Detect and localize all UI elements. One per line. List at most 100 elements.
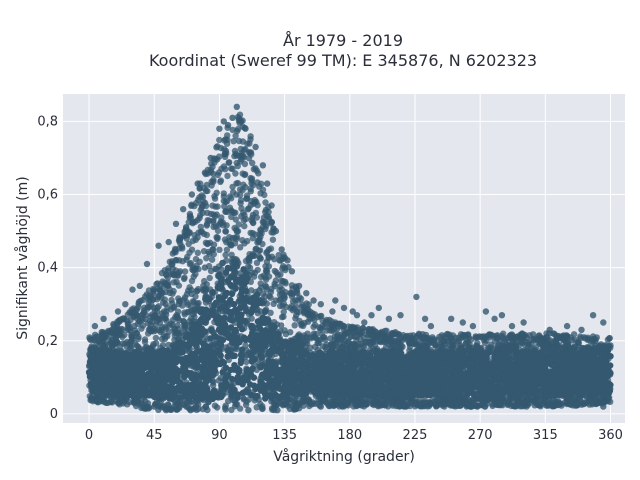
scatter-point xyxy=(449,402,456,409)
scatter-point xyxy=(438,339,445,346)
scatter-point xyxy=(236,405,244,412)
scatter-point xyxy=(145,294,153,301)
scatter-point xyxy=(96,339,103,346)
scatter-point xyxy=(172,256,180,264)
scatter-point xyxy=(318,331,326,338)
scatter-point xyxy=(161,267,168,274)
scatter-point xyxy=(192,236,199,244)
scatter-point xyxy=(249,159,256,167)
scatter-point xyxy=(223,140,231,147)
scatter-point xyxy=(281,327,288,334)
scatter-point xyxy=(306,334,313,341)
scatter-point xyxy=(222,228,230,235)
scatter-point xyxy=(298,303,305,310)
scatter-point xyxy=(537,403,544,410)
scatter-point xyxy=(200,282,207,289)
scatter-point xyxy=(209,382,217,389)
scatter-point xyxy=(241,222,248,230)
scatter-point xyxy=(248,315,255,322)
scatter-point xyxy=(271,283,278,290)
scatter-point xyxy=(538,336,545,343)
scatter-point xyxy=(146,318,153,325)
scatter-point xyxy=(209,163,216,171)
scatter-point xyxy=(162,407,170,414)
scatter-point xyxy=(219,259,226,267)
scatter-point xyxy=(226,204,234,211)
scatter-point xyxy=(385,340,392,347)
scatter-point xyxy=(153,296,161,303)
scatter-point xyxy=(203,222,210,229)
scatter-point xyxy=(217,374,224,382)
scatter-point xyxy=(138,325,145,332)
scatter-point xyxy=(199,202,206,210)
scatter-point xyxy=(199,405,207,413)
scatter-point xyxy=(100,333,107,340)
scatter-point xyxy=(299,334,307,341)
scatter-point xyxy=(196,194,203,201)
scatter-point xyxy=(394,340,402,347)
scatter-point xyxy=(250,219,257,227)
scatter-point xyxy=(183,235,190,242)
scatter-point xyxy=(260,214,268,221)
scatter-point xyxy=(211,195,219,202)
scatter-point xyxy=(212,203,219,210)
scatter-point xyxy=(353,333,360,340)
scatter-point xyxy=(203,255,210,262)
scatter-point xyxy=(247,136,254,143)
scatter-point xyxy=(343,342,350,350)
scatter-point xyxy=(213,189,220,196)
scatter-point xyxy=(249,230,256,237)
scatter-point xyxy=(248,180,255,187)
scatter-point xyxy=(507,335,514,343)
scatter-point xyxy=(243,195,250,202)
scatter-point xyxy=(340,322,347,330)
scatter-point xyxy=(293,288,300,296)
scatter-point xyxy=(86,334,93,341)
scatter-point xyxy=(210,170,217,177)
scatter-point xyxy=(162,300,169,308)
scatter-point xyxy=(580,400,588,408)
scatter-point xyxy=(361,343,368,350)
scatter-point xyxy=(277,271,284,278)
scatter-point xyxy=(222,198,229,206)
scatter-point xyxy=(234,125,242,133)
scatter-point xyxy=(196,185,203,192)
scatter-point xyxy=(177,240,184,247)
scatter-point xyxy=(512,403,519,410)
scatter-point xyxy=(329,340,336,347)
scatter-point xyxy=(552,399,560,407)
scatter-point xyxy=(403,333,410,341)
scatter-point xyxy=(577,333,584,340)
scatter-point xyxy=(570,331,578,338)
scatter-point xyxy=(169,250,176,257)
scatter-point xyxy=(271,267,278,275)
scatter-point xyxy=(338,335,346,343)
scatter-point xyxy=(232,132,239,139)
scatter-point xyxy=(269,236,277,243)
scatter-point xyxy=(131,322,138,330)
scatter-point xyxy=(112,333,120,341)
scatter-point xyxy=(168,296,175,304)
scatter-point xyxy=(179,258,186,265)
data-points xyxy=(85,103,614,414)
scatter-point xyxy=(109,399,116,406)
scatter-point xyxy=(322,318,330,325)
scatter-point xyxy=(183,299,191,306)
scatter-point xyxy=(223,246,231,253)
scatter-point xyxy=(171,332,178,339)
scatter-point xyxy=(479,333,486,340)
scatter-point xyxy=(194,249,201,256)
scatter-point xyxy=(263,268,271,275)
scatter-point xyxy=(212,213,219,220)
scatter-point xyxy=(280,308,287,316)
scatter-point xyxy=(193,303,201,310)
scatter-point xyxy=(239,138,247,145)
scatter-point xyxy=(208,256,216,263)
scatter-point xyxy=(176,268,184,275)
scatter-point xyxy=(224,172,231,180)
scatter-point xyxy=(259,223,267,231)
scatter-point xyxy=(150,341,157,348)
scatter-point xyxy=(270,300,277,307)
